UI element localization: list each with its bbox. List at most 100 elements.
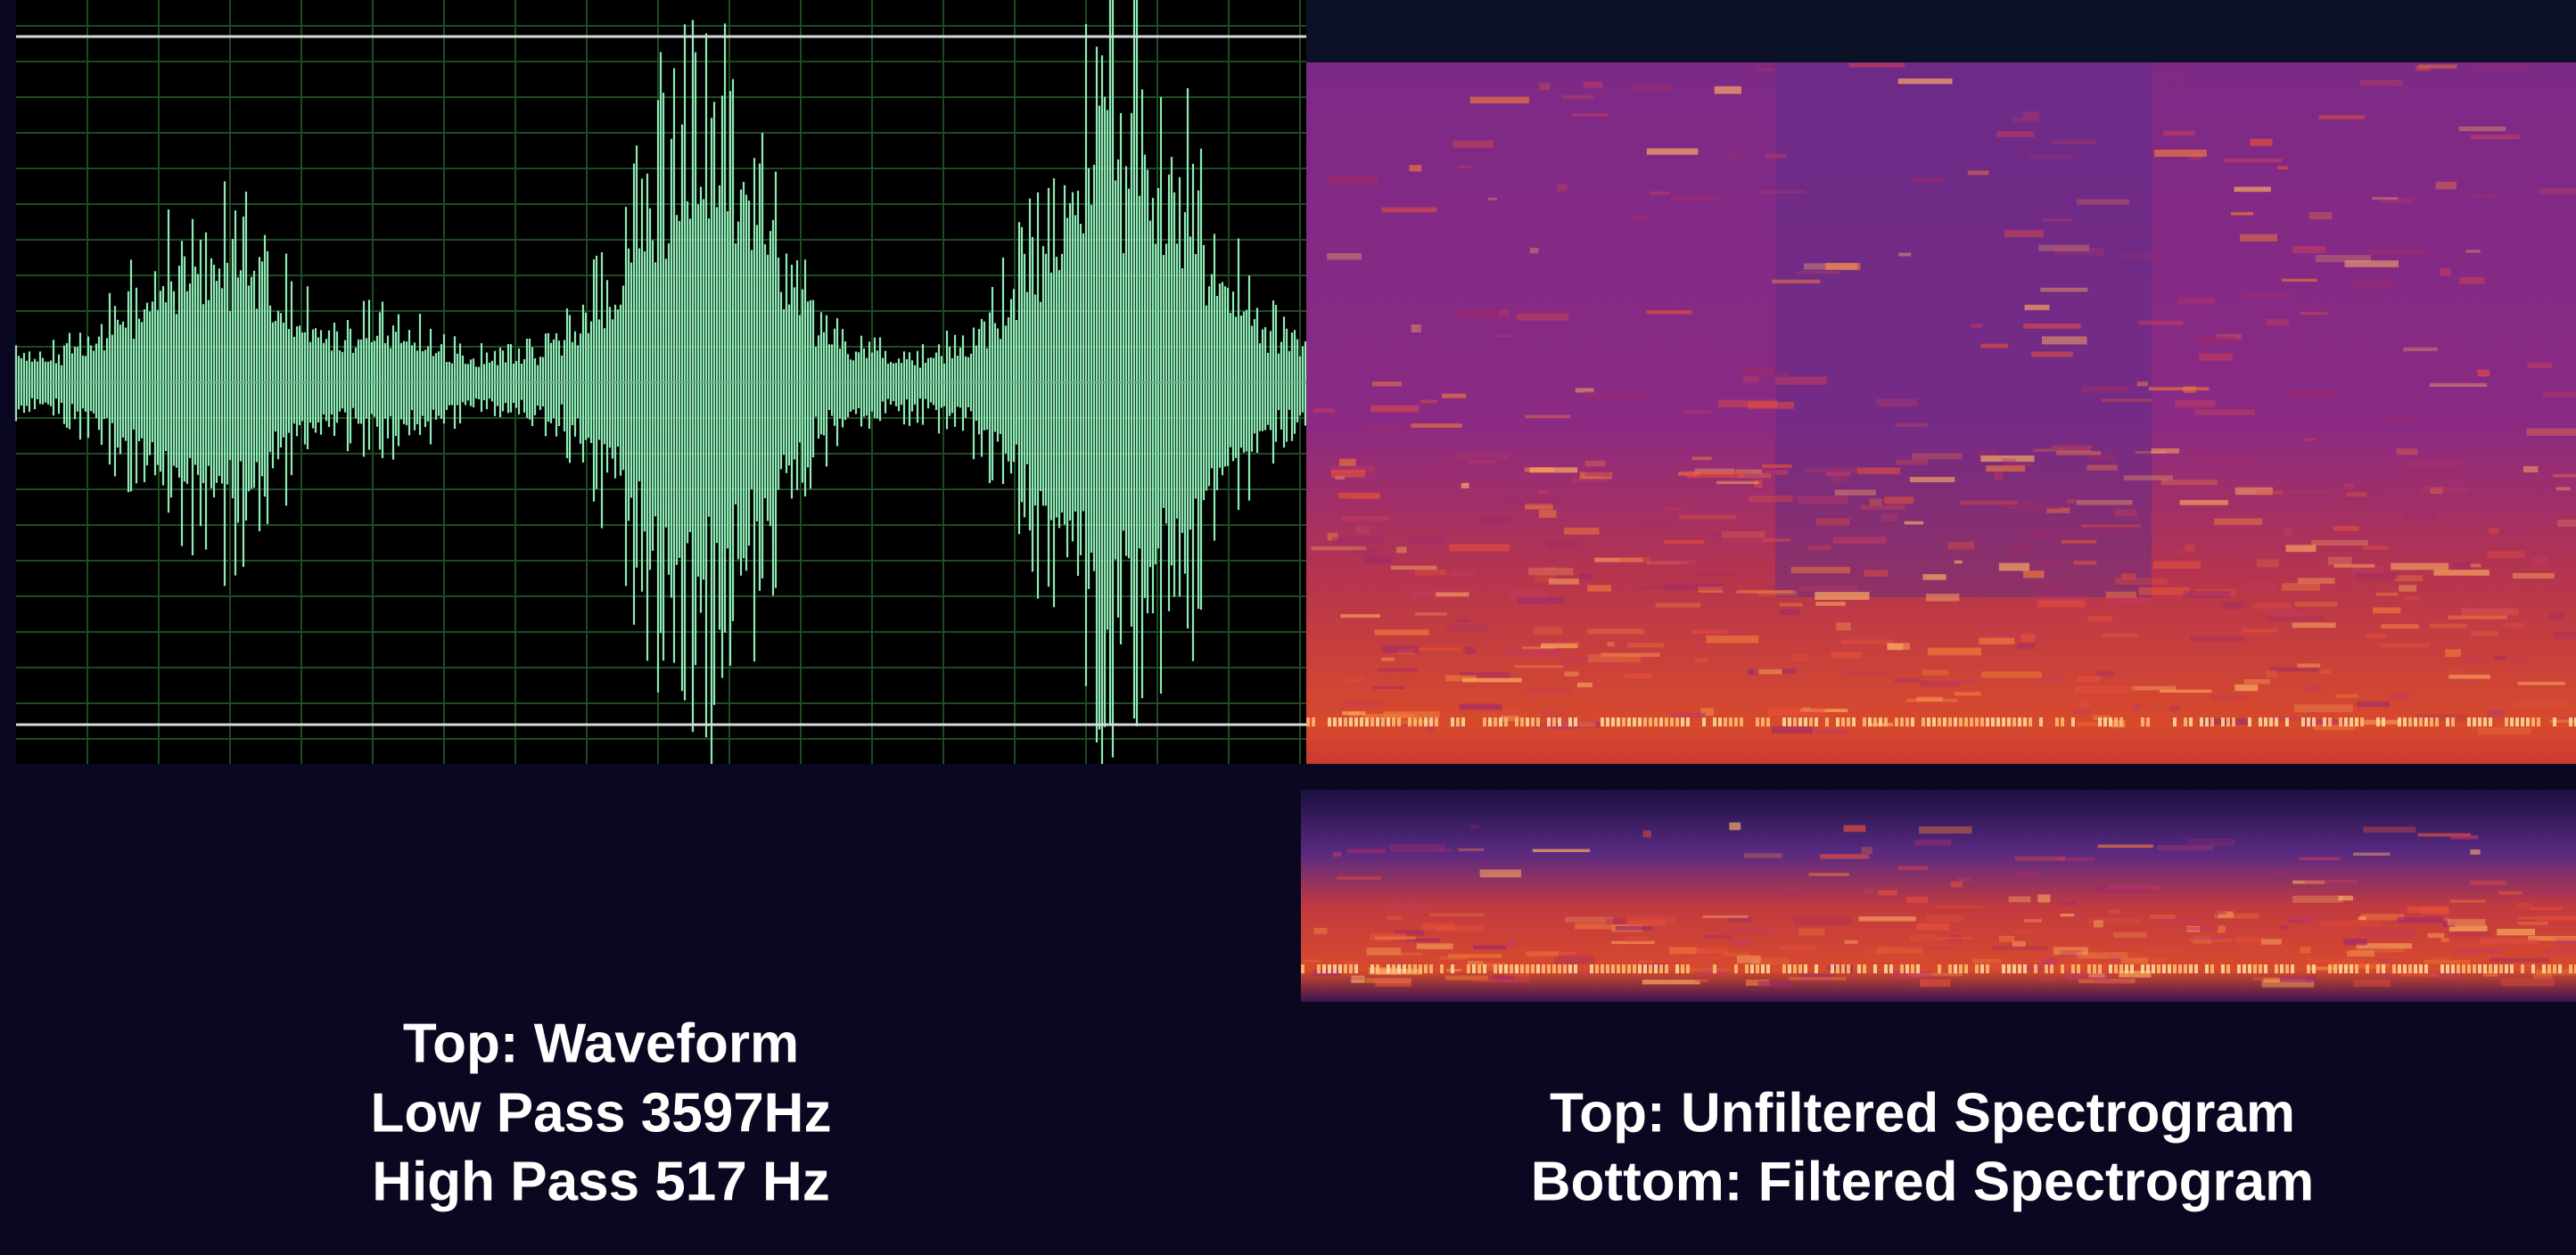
spectrogram-texture (1706, 636, 1758, 643)
spectrogram-band (1889, 964, 1893, 973)
spectrogram-band (1863, 964, 1866, 973)
spectrogram-texture (1957, 878, 1972, 882)
spectrogram-band (1536, 718, 1540, 726)
spectrogram-texture (1436, 593, 1469, 597)
spectrogram-texture (1656, 603, 1701, 608)
spectrogram-band (1504, 718, 1508, 726)
spectrogram-texture (1564, 528, 1599, 535)
spectrogram-texture (2471, 135, 2521, 139)
spectrogram-texture (1411, 423, 1462, 428)
spectrogram-texture (1999, 936, 2014, 942)
spectrogram-texture (2243, 294, 2294, 297)
spectrogram-texture (1409, 165, 1421, 171)
spectrogram-texture (1760, 191, 1805, 193)
spectrogram-texture (1758, 980, 1792, 987)
spectrogram-band (1574, 718, 1577, 726)
spectrogram-texture (2300, 947, 2310, 954)
spectrogram-band (2382, 718, 2385, 726)
spectrogram-texture (2250, 139, 2272, 146)
spectrogram-texture (2098, 845, 2153, 849)
spectrogram-texture (1827, 472, 1851, 476)
spectrogram-band (1649, 718, 1652, 726)
spectrogram-band (1713, 964, 1716, 973)
spectrogram-texture (2059, 902, 2076, 906)
spectrogram-texture (1916, 923, 1949, 931)
spectrogram-texture (1692, 630, 1728, 635)
spectrogram-texture (2004, 230, 2044, 237)
spectrogram-texture (2284, 528, 2292, 536)
spectrogram-texture (1587, 585, 1611, 591)
spectrogram-texture (1526, 951, 1559, 956)
spectrogram-texture (2094, 980, 2130, 984)
spectrogram-texture (1458, 311, 1502, 318)
spectrogram-band (2109, 718, 2112, 726)
spectrogram-band (2061, 964, 2064, 973)
spectrogram-texture (1979, 638, 2014, 644)
spectrogram-texture (1303, 960, 1321, 963)
spectrogram-texture (2280, 977, 2317, 982)
spectrogram-band (2569, 964, 2572, 973)
spectrogram-texture (1919, 826, 1972, 833)
spectrogram-texture (2486, 710, 2504, 718)
spectrogram-texture (1994, 472, 2003, 480)
caption-line: Bottom: Filtered Spectrogram (1531, 1151, 2314, 1212)
spectrogram-texture (2490, 528, 2499, 534)
spectrogram-band (2553, 718, 2556, 726)
spectrogram-band (2162, 964, 2166, 973)
spectrogram-band (2152, 964, 2155, 973)
spectrogram-texture (1703, 915, 1749, 918)
spectrogram-band (2018, 718, 2021, 726)
spectrogram-texture (1430, 914, 1485, 917)
spectrogram-texture (2270, 667, 2321, 671)
spectrogram-band (2328, 718, 2332, 726)
spectrogram-texture (1666, 507, 1682, 511)
spectrogram-band (2023, 718, 2027, 726)
spectrogram-texture (2169, 706, 2181, 712)
spectrogram-band (2002, 964, 2005, 973)
spectrogram-texture (1422, 923, 1454, 931)
spectrogram-band (2103, 718, 2107, 726)
spectrogram-texture (2557, 520, 2576, 527)
spectrogram-texture (1579, 574, 1593, 579)
spectrogram-texture (2285, 390, 2340, 398)
spectrogram-texture (2077, 500, 2133, 505)
spectrogram-texture (2391, 563, 2448, 570)
spectrogram-texture (1572, 113, 1609, 117)
spectrogram-band (2339, 718, 2342, 726)
spectrogram-band (2007, 718, 2011, 726)
spectrogram-texture (1342, 516, 1389, 521)
spectrogram-band (1868, 718, 1872, 726)
spectrogram-texture (2031, 351, 2073, 357)
spectrogram-band (2467, 718, 2471, 726)
spectrogram-band (2382, 964, 2385, 973)
caption-line: Top: Waveform (403, 1013, 799, 1074)
spectrogram-texture (2378, 957, 2392, 963)
spectrogram-band (1745, 964, 1749, 973)
spectrogram-texture (1355, 526, 1370, 534)
spectrogram-texture (1841, 640, 1894, 644)
spectrogram-texture (1470, 97, 1529, 104)
spectrogram-texture (2218, 926, 2226, 933)
spectrogram-texture (1938, 937, 1974, 939)
spectrogram-texture (2495, 656, 2506, 660)
spectrogram-texture (1804, 263, 1857, 269)
spectrogram-texture (2523, 466, 2539, 472)
spectrogram-band (2483, 718, 2487, 726)
spectrogram-texture (2043, 218, 2072, 222)
spectrogram-texture (1775, 377, 1827, 385)
spectrogram-texture (1780, 610, 1800, 616)
spectrogram-texture (1525, 415, 1570, 419)
spectrogram-band (2173, 718, 2177, 726)
spectrogram-band (1766, 718, 1770, 726)
spectrogram-texture (2399, 585, 2416, 591)
spectrogram-band (2350, 964, 2353, 973)
spectrogram-band (2542, 964, 2546, 973)
spectrogram-texture (2012, 118, 2039, 122)
spectrogram-texture (1346, 849, 1386, 854)
spectrogram-texture (1462, 678, 1522, 683)
spectrogram-texture (1849, 62, 1905, 67)
spectrogram-texture (2305, 880, 2358, 882)
spectrogram-band (1964, 964, 1968, 973)
spectrogram-band (2531, 718, 2535, 726)
spectrogram-texture (1370, 425, 1399, 432)
